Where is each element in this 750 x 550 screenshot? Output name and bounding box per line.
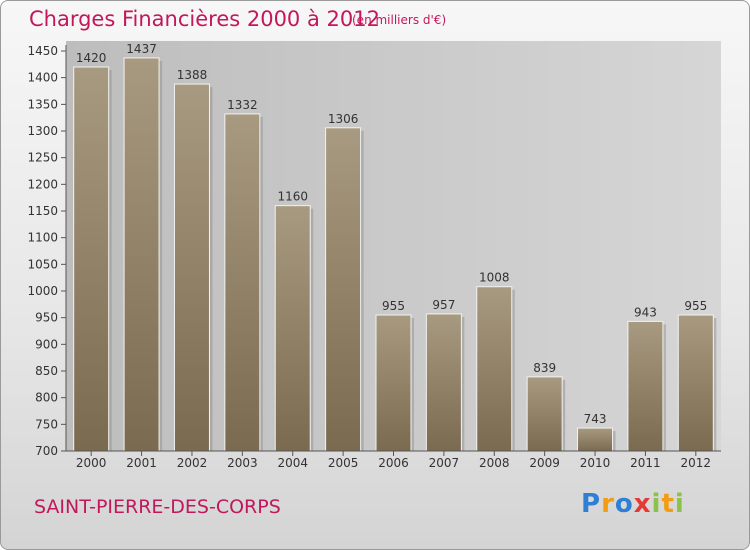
- bar-2005: [325, 127, 362, 452]
- y-tick-label: 1050: [27, 257, 58, 271]
- x-tick-label: 2011: [630, 456, 661, 470]
- x-tick-label: 2001: [126, 456, 157, 470]
- logo-letter: i: [674, 489, 685, 519]
- bar-value-label: 1437: [126, 42, 157, 56]
- logo-letter: i: [651, 489, 662, 519]
- y-tick-label: 1200: [27, 177, 58, 191]
- bar-value-label: 1306: [328, 112, 359, 126]
- y-tick-label: 1350: [27, 97, 58, 111]
- y-tick-label: 850: [35, 364, 58, 378]
- x-tick-label: 2009: [529, 456, 560, 470]
- x-tick-label: 2002: [177, 456, 208, 470]
- bar-value-label: 1160: [277, 190, 308, 204]
- y-axis: 700 750 800 850 900 950 1000 1050 1100 1150 1200 12…: [27, 44, 67, 458]
- bar-2007: [425, 313, 462, 452]
- x-tick-label: 2012: [681, 456, 712, 470]
- bar-value-label: 743: [584, 412, 607, 426]
- y-tick-label: 950: [35, 311, 58, 325]
- bar-value-label: 1388: [177, 68, 208, 82]
- bar-value-label: 955: [684, 299, 707, 313]
- city-name: SAINT-PIERRE-DES-CORPS: [34, 496, 281, 518]
- bar-2000: [73, 66, 110, 452]
- y-tick-label: 700: [35, 444, 58, 458]
- x-tick-label: 2008: [479, 456, 510, 470]
- bar-2003: [224, 113, 261, 452]
- logo-letter: P: [581, 489, 602, 519]
- y-tick-label: 1300: [27, 124, 58, 138]
- logo-letter: t: [661, 489, 675, 519]
- chart-title: Charges Financières 2000 à 2012: [29, 7, 380, 31]
- bar-2001: [123, 57, 160, 452]
- bar-2011: [627, 320, 664, 452]
- bar-value-label: 1008: [479, 271, 510, 285]
- x-tick-label: 2003: [227, 456, 258, 470]
- x-tick-label: 2007: [429, 456, 460, 470]
- bar-2012: [677, 314, 714, 452]
- y-tick-label: 1000: [27, 284, 58, 298]
- bar-2008: [476, 286, 513, 452]
- y-tick-label: 800: [35, 391, 58, 405]
- x-axis: 2000 2001 2002 2003 2004 2005 2006 2007 2008 2009…: [66, 450, 721, 470]
- y-tick-label: 900: [35, 337, 58, 351]
- bar-value-label: 957: [432, 298, 455, 312]
- bar-value-label: 839: [533, 361, 556, 375]
- y-tick-label: 1100: [27, 231, 58, 245]
- x-tick-label: 2000: [76, 456, 107, 470]
- x-tick-label: 2006: [378, 456, 409, 470]
- bars-group: 1420 1437 1388 1332 1160 1306 955 957 1008 839 743…: [73, 42, 717, 452]
- x-tick-label: 2004: [277, 456, 308, 470]
- x-tick-label: 2010: [580, 456, 611, 470]
- y-tick-label: 1150: [27, 204, 58, 218]
- bar-value-label: 1420: [76, 51, 107, 65]
- bar-2010: [577, 427, 614, 452]
- bar-2002: [173, 83, 210, 452]
- bar-value-label: 1332: [227, 98, 258, 112]
- bar-value-label: 943: [634, 305, 657, 319]
- bar-2006: [375, 314, 412, 452]
- y-tick-label: 1250: [27, 151, 58, 165]
- x-tick-label: 2005: [328, 456, 359, 470]
- proxiti-logo: Proxiti: [581, 489, 685, 519]
- bar-2004: [274, 205, 311, 452]
- y-tick-label: 1400: [27, 71, 58, 85]
- chart-subtitle: (en milliers d'€): [352, 13, 447, 27]
- y-tick-label: 1450: [27, 44, 58, 58]
- bar-2009: [526, 376, 563, 452]
- bar-value-label: 955: [382, 299, 405, 313]
- logo-letter: r: [601, 489, 615, 519]
- logo-letter: x: [633, 489, 652, 519]
- logo-letter: o: [614, 489, 634, 519]
- y-tick-label: 750: [35, 417, 58, 431]
